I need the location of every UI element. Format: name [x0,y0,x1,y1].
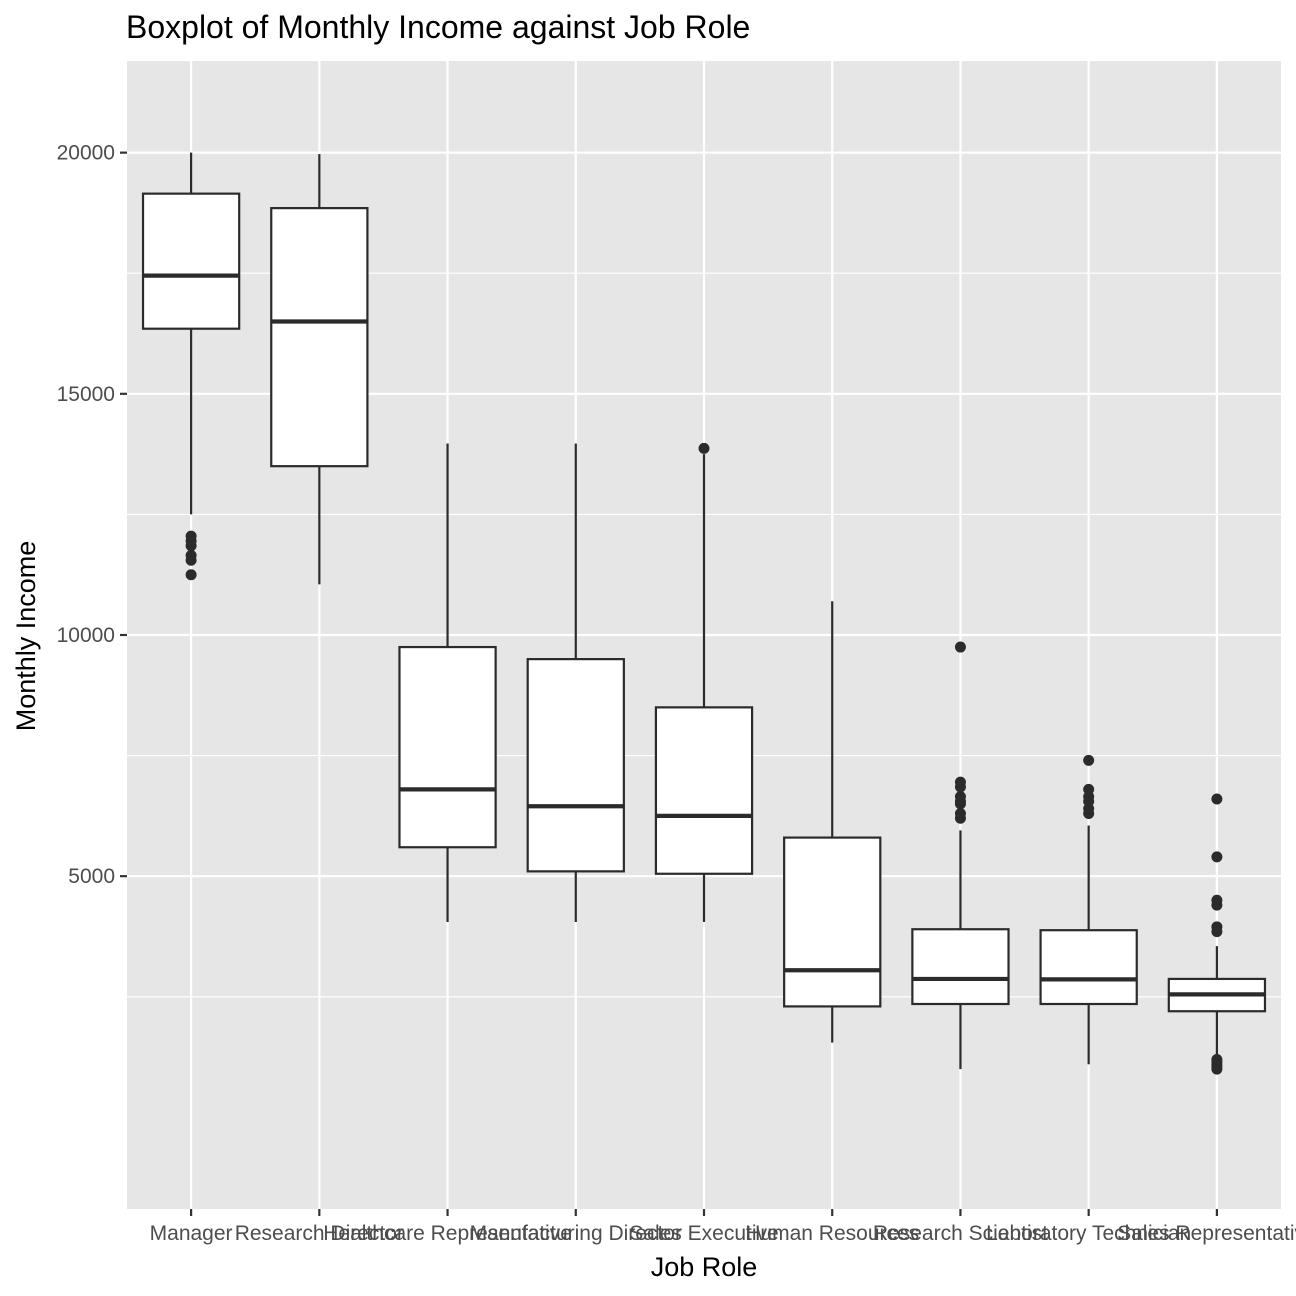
box-series [141,152,1267,1075]
outlier-point [698,442,710,454]
box-manager [141,152,241,581]
x-tick-label: Manufacturing Director [470,1222,682,1245]
iqr-box [783,836,882,1008]
box-research-director [270,154,369,585]
box-sales-executive [654,442,754,922]
iqr-box [141,192,241,330]
outlier-point [185,549,197,561]
outlier-point [954,791,966,803]
outlier-point [954,776,966,788]
x-tick-label: Research Scientist [873,1222,1048,1245]
iqr-box [526,658,625,873]
box-research-scientist [911,641,1010,1070]
outlier-point [1211,851,1223,863]
outlier-point [185,530,197,542]
outlier-point [1083,754,1095,766]
y-axis-title: Monthly Income [11,541,41,732]
box-laboratory-technician [1039,754,1138,1065]
outlier-point [1083,783,1095,795]
outlier-point [1211,894,1223,906]
box-healthcare-representative [398,443,497,922]
outlier-point [185,569,197,581]
x-tick-label: Sales Executive [629,1222,778,1245]
x-tick-label: Healthcare Representative [323,1222,572,1245]
y-tick-labels: 5000 10000 15000 20000 [57,142,115,889]
box-human-resources [783,601,882,1043]
y-tick-label: 10000 [57,624,115,647]
outlier-point [954,641,966,653]
iqr-box [911,928,1010,1006]
outlier-point [954,807,966,819]
box-manufacturing-director [526,443,625,922]
y-tick-label: 5000 [68,865,115,888]
x-tick-label: Sales Representative [1117,1222,1296,1245]
outlier-point [1211,793,1223,805]
x-tick-label: Manager [150,1222,233,1245]
y-tick-label: 20000 [57,142,115,165]
x-axis-title: Job Role [651,1252,758,1282]
x-tick-label: Laboratory Technician [986,1222,1191,1245]
iqr-box [1039,929,1138,1006]
iqr-box [270,207,369,468]
axis-ticks [120,151,1218,1216]
box-sales-representative [1167,793,1267,1075]
x-tick-label: Research Director [235,1222,404,1245]
iqr-box [398,645,497,849]
x-tick-label: Human Resources [745,1222,919,1245]
chart-title: Boxplot of Monthly Income against Job Ro… [126,9,750,45]
iqr-box [654,706,754,875]
y-tick-label: 15000 [57,383,115,406]
outlier-point [1211,1053,1223,1065]
outlier-point [1211,921,1223,933]
